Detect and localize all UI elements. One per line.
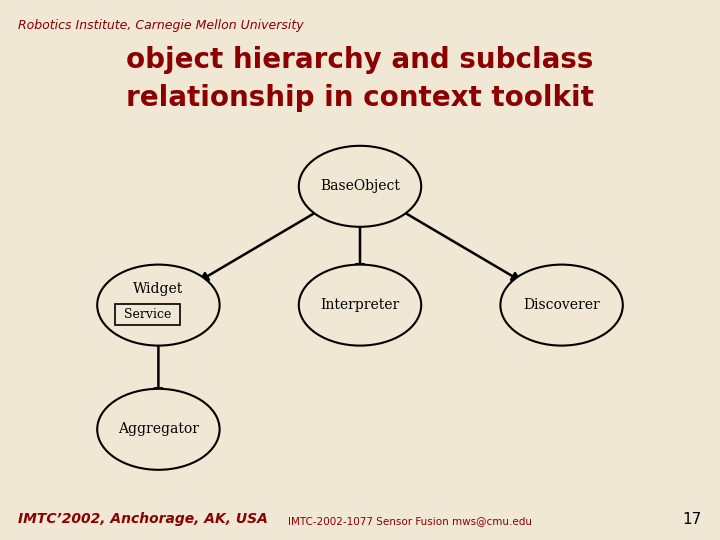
Text: IMTC’2002, Anchorage, AK, USA: IMTC’2002, Anchorage, AK, USA (18, 512, 268, 526)
Ellipse shape (97, 389, 220, 470)
Text: Widget: Widget (133, 282, 184, 296)
Text: IMTC-2002-1077 Sensor Fusion mws@cmu.edu: IMTC-2002-1077 Sensor Fusion mws@cmu.edu (289, 516, 532, 526)
Text: Aggregator: Aggregator (118, 422, 199, 436)
Ellipse shape (97, 265, 220, 346)
Text: relationship in context toolkit: relationship in context toolkit (126, 84, 594, 112)
Text: Interpreter: Interpreter (320, 298, 400, 312)
Ellipse shape (299, 146, 421, 227)
Text: Robotics Institute, Carnegie Mellon University: Robotics Institute, Carnegie Mellon Univ… (18, 19, 304, 32)
Text: object hierarchy and subclass: object hierarchy and subclass (126, 46, 594, 74)
Ellipse shape (299, 265, 421, 346)
Text: BaseObject: BaseObject (320, 179, 400, 193)
Text: 17: 17 (683, 511, 702, 526)
Text: Discoverer: Discoverer (523, 298, 600, 312)
Text: Service: Service (124, 308, 171, 321)
Ellipse shape (500, 265, 623, 346)
FancyBboxPatch shape (115, 304, 180, 325)
